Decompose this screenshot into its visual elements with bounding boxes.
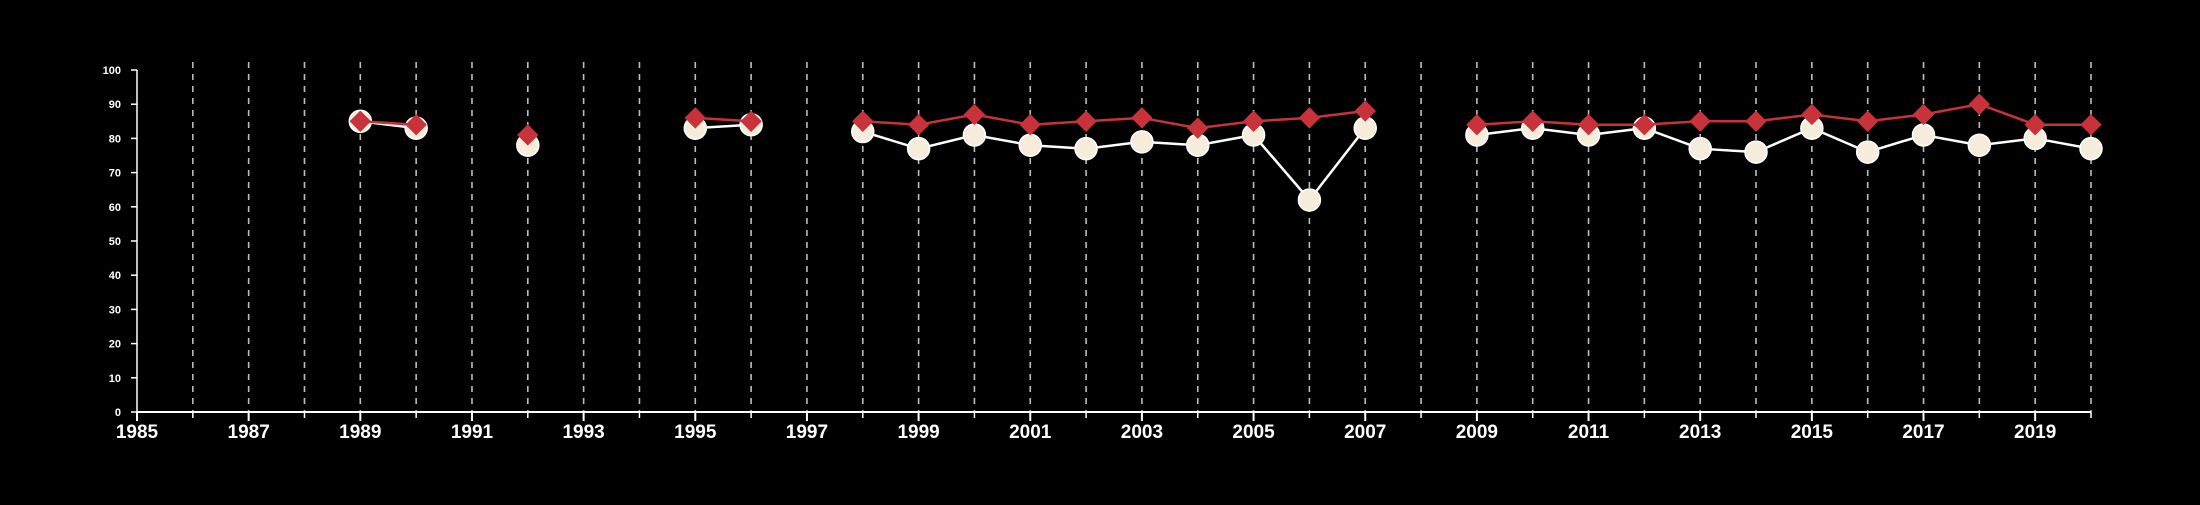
series-0-line [862,127,1367,202]
series-1-line [862,109,1366,130]
x-tick-label: 2001 [1009,422,1052,443]
grid [192,62,2092,412]
circle-point-2000 [962,123,987,147]
y-tick-label: 100 [103,65,121,77]
y-tick-label: 70 [109,168,121,180]
x-tick-label: 1991 [451,422,494,443]
diamond-point-2001 [1019,114,1041,136]
diamond-point-2004 [1187,117,1209,139]
x-tick-label: 2011 [1568,422,1610,443]
x-tick-label: 1989 [339,422,381,443]
y-tick-label: 90 [109,99,121,111]
x-tick-label: 2003 [1121,422,1163,443]
x-tick-label: 2019 [2014,422,2056,443]
circle-point-2016 [1855,140,1880,164]
circle-point-2014 [1744,140,1768,164]
y-tick-label: 40 [109,270,121,282]
circle-point-2006 [1297,188,1322,212]
series-1-line [1476,102,2091,126]
diamond-point-1992 [517,124,539,146]
diamond-point-2009 [1466,114,1488,136]
diamond-point-2012 [1633,114,1656,136]
x-tick-label: 1993 [562,422,604,443]
diamond-point-2003 [1131,107,1153,129]
diamond-point-2017 [1912,103,1935,126]
diamond-point-1995 [684,107,706,129]
y-tick-label: 10 [109,373,121,385]
diamond-point-2007 [1354,100,1376,122]
circle-point-2001 [1018,133,1043,157]
circle-point-2017 [1911,123,1936,147]
diamond-point-2013 [1689,110,1711,133]
diamond-point-1998 [852,110,874,133]
x-tick-label: 1987 [228,422,270,443]
circle-point-2013 [1688,136,1712,161]
diamond-point-2000 [963,103,986,126]
x-tick-label: 2007 [1344,422,1386,443]
y-tick-label: 80 [109,133,121,145]
x-tick-label: 1985 [116,422,159,443]
y-tick-label: 50 [109,236,121,248]
y-tick-label: 30 [109,304,121,316]
diamond-point-2020 [2080,114,2102,136]
x-tick-label: 1995 [674,422,717,443]
axes: 0 10 20 30 40 50 60 70 80 90 100 1985 1987 1989 1991 19… [103,65,2092,443]
x-tick-label: 2013 [1679,422,1721,443]
diamond-point-1989 [349,110,372,133]
y-tick-label: 60 [109,202,121,214]
diamond-point-1990 [405,114,427,136]
diamond-point-2006 [1298,107,1321,129]
circle-point-2003 [1130,130,1154,154]
x-tick-label: 2015 [1791,422,1834,443]
series-0-line [1476,126,2092,154]
diamond-point-1996 [740,110,762,133]
y-tick-label: 0 [115,407,121,419]
x-tick-label: 2017 [1902,422,1944,443]
circle-point-2020 [2079,136,2103,161]
diamond-point-2005 [1242,110,1265,133]
x-tick-label: 1999 [897,422,939,443]
diamond-point-2010 [1522,110,1544,133]
series-group [348,93,2103,212]
circle-point-2018 [1967,133,1992,157]
diamond-point-2014 [1745,110,1767,133]
diamond-point-2018 [1968,93,1991,115]
diamond-point-1999 [907,114,930,136]
circle-point-1999 [906,136,931,161]
y-tick-label: 20 [109,339,121,351]
x-tick-label: 2005 [1232,422,1275,443]
diamond-point-2002 [1075,110,1097,133]
x-tick-label: 2009 [1456,422,1498,443]
x-tick-label: 1997 [786,422,828,443]
diamond-point-2016 [1856,110,1879,133]
diamond-point-2011 [1577,114,1600,136]
diamond-point-2015 [1801,103,1823,126]
circle-point-2002 [1074,136,1098,161]
series-diamond-group [349,93,2102,146]
diamond-point-2019 [2024,114,2046,136]
